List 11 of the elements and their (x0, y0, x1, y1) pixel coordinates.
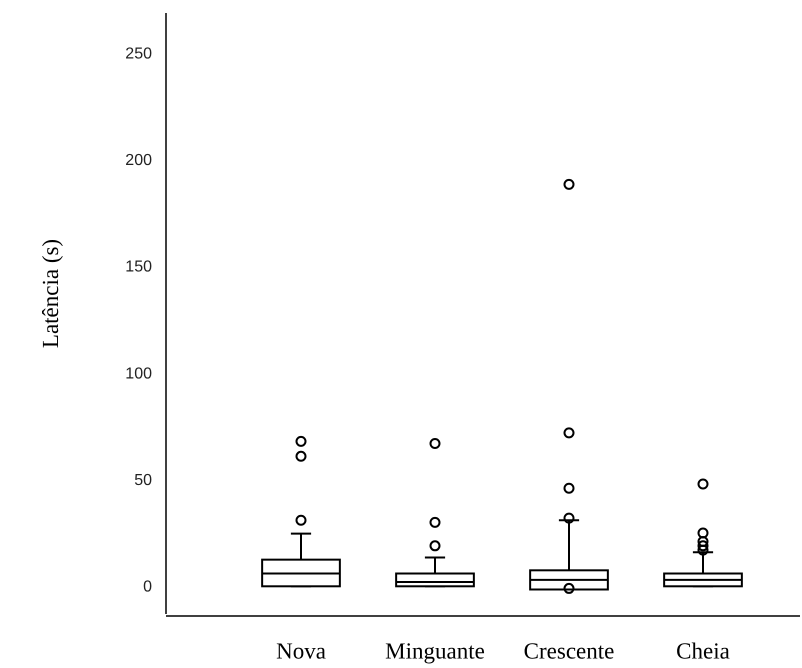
y-axis-title: Latência (s) (38, 238, 63, 348)
y-tick-label: 250 (125, 46, 152, 63)
y-tick-label: 200 (125, 152, 152, 170)
y-tick-label: 50 (134, 472, 152, 489)
y-tick-label: 0 (143, 578, 152, 596)
x-tick-label: Crescente (524, 638, 614, 664)
y-tick-label: 150 (125, 258, 152, 276)
y-tick-label: 100 (125, 365, 152, 382)
x-tick-label: Minguante (385, 638, 485, 664)
x-tick-label: Cheia (676, 638, 730, 664)
x-tick-label: Nova (276, 638, 326, 664)
